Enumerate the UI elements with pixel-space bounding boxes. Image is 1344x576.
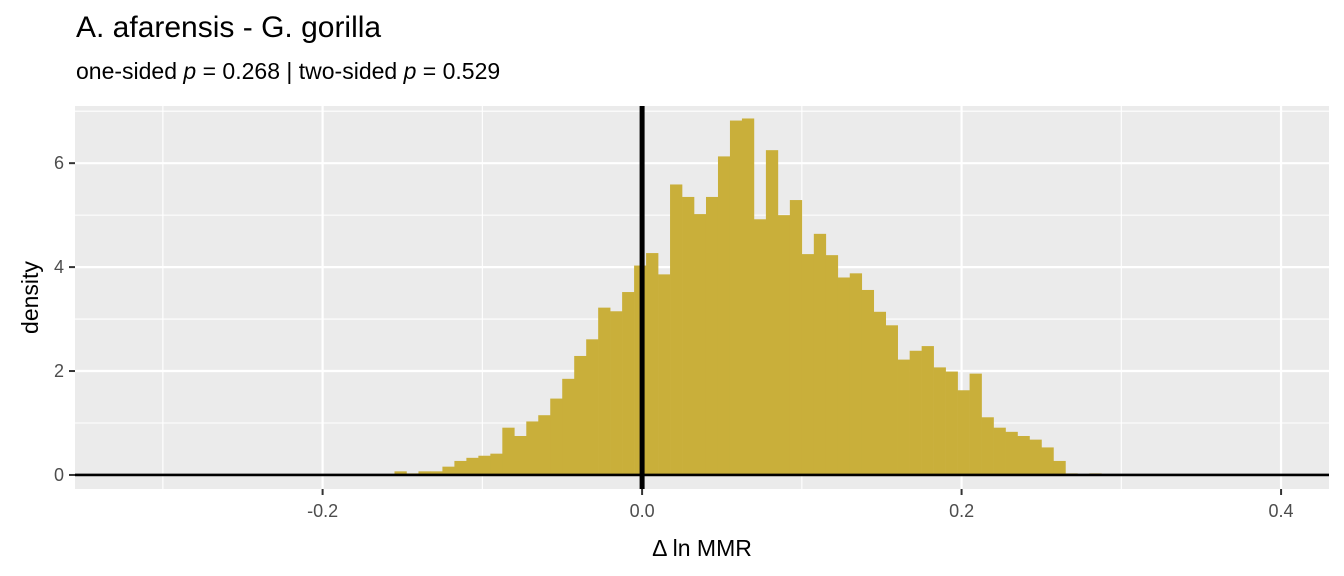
histogram-bar — [574, 355, 587, 475]
x-tick-label: 0.0 — [630, 501, 655, 521]
histogram-bars — [394, 118, 1102, 475]
x-tick-label: 0.4 — [1269, 501, 1294, 521]
histogram-bar — [550, 398, 563, 475]
x-axis: -0.2 0.0 0.2 0.4 — [307, 489, 1294, 521]
histogram-bar — [1017, 435, 1030, 475]
y-axis-title: density — [17, 261, 43, 334]
histogram-bar — [526, 421, 539, 475]
y-tick-label: 2 — [54, 361, 64, 381]
histogram-bar — [646, 253, 659, 475]
histogram-bar — [837, 277, 851, 475]
one-sided-value: = 0.268 — [196, 58, 280, 84]
histogram-bar — [801, 254, 815, 475]
subtitle-separator: | — [280, 58, 299, 84]
histogram-bar — [813, 233, 827, 475]
two-sided-value: = 0.529 — [416, 58, 501, 84]
y-tick-label: 4 — [54, 257, 64, 277]
histogram-bar — [502, 427, 515, 475]
histogram-bar — [705, 196, 719, 475]
histogram-bar — [969, 373, 982, 475]
histogram-bar — [562, 378, 575, 475]
histogram-bar — [682, 196, 695, 475]
histogram-bar — [394, 471, 407, 475]
histogram-bar — [993, 427, 1006, 475]
histogram-bar — [765, 150, 779, 475]
histogram-bar — [514, 435, 527, 475]
x-tick-label: 0.2 — [949, 501, 974, 521]
y-tick-label: 0 — [54, 465, 64, 485]
x-tick-label: -0.2 — [307, 501, 338, 521]
histogram-bar — [454, 460, 467, 475]
histogram-bar — [658, 274, 671, 475]
histogram-bar — [478, 455, 491, 475]
histogram-bar — [885, 325, 898, 475]
histogram-bar — [418, 471, 431, 475]
reference-lines — [75, 106, 1329, 489]
histogram-bar — [586, 339, 599, 475]
histogram-bar — [694, 214, 707, 475]
y-tick-label: 6 — [54, 153, 64, 173]
histogram-bar — [789, 200, 803, 475]
histogram-bar — [1053, 460, 1066, 475]
histogram-bar — [981, 417, 994, 475]
histogram-bar — [873, 311, 887, 475]
histogram-bar — [957, 390, 970, 475]
x-axis-title: Δ ln MMR — [652, 535, 752, 561]
histogram-bar — [1029, 439, 1042, 475]
histogram-bar — [610, 311, 623, 475]
p-symbol-2: p — [403, 58, 417, 84]
two-sided-label: two-sided — [298, 58, 404, 84]
histogram-bar — [670, 184, 683, 475]
histogram-bar — [777, 215, 791, 475]
histogram-bar — [861, 289, 875, 475]
histogram-bar — [1041, 447, 1054, 475]
histogram-bar — [466, 457, 479, 475]
histogram-bar — [849, 273, 863, 475]
histogram-bar — [490, 453, 503, 475]
histogram-bar — [921, 346, 934, 475]
histogram-bar — [729, 120, 743, 475]
one-sided-label: one-sided — [76, 58, 184, 84]
histogram-bar — [825, 255, 839, 475]
histogram-bar — [538, 415, 551, 475]
p-symbol-1: p — [183, 58, 197, 84]
chart-title: A. afarensis - G. gorilla — [76, 11, 382, 44]
histogram-bar — [430, 471, 443, 475]
y-axis: 0 2 4 6 — [54, 153, 75, 485]
histogram-bar — [909, 350, 922, 475]
chart-subtitle: one-sided p = 0.268 | two-sided p = 0.52… — [76, 57, 500, 85]
histogram-bar — [945, 371, 958, 475]
histogram-bar — [741, 118, 755, 475]
histogram-bar — [598, 307, 611, 475]
histogram-bar — [933, 367, 946, 475]
histogram-bar — [442, 466, 455, 475]
histogram-bar — [897, 359, 910, 475]
histogram-bar — [753, 219, 767, 475]
histogram-bar — [717, 156, 731, 475]
histogram-bar — [622, 292, 635, 475]
histogram-bar — [1005, 431, 1018, 475]
